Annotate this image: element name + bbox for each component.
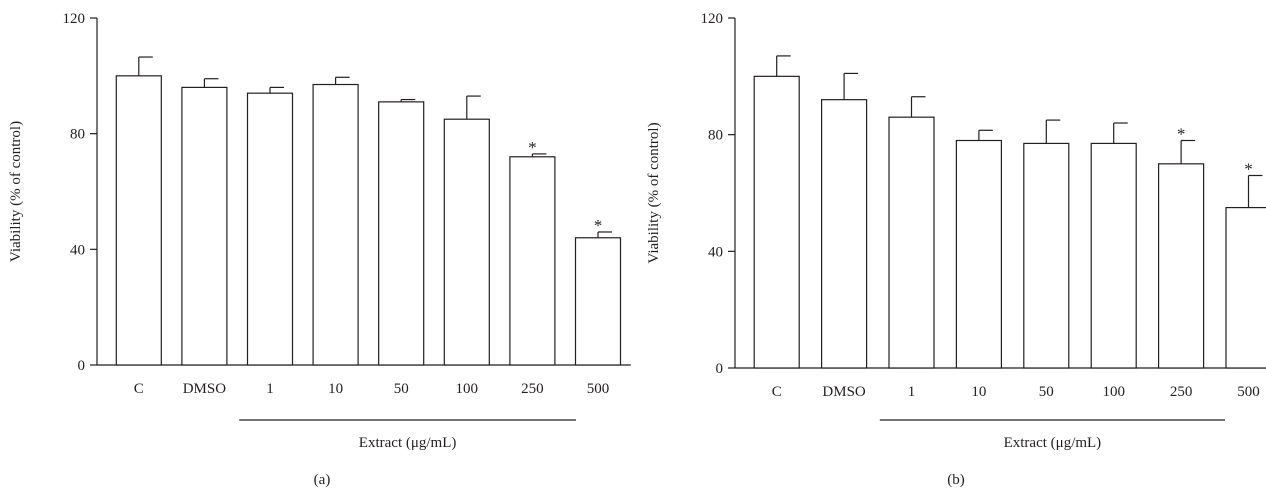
panel-label: (b) (947, 472, 965, 488)
x-tick-label: 1 (908, 384, 916, 400)
x-tick-label: 100 (1102, 384, 1125, 400)
group-label: Extract (μg/mL) (359, 435, 457, 451)
bar (955, 139, 1003, 369)
y-axis-title: Viability (% of control) (8, 121, 24, 262)
x-tick-label: 500 (1237, 384, 1260, 400)
bar (246, 92, 294, 366)
bar (820, 99, 868, 369)
y-tick-label: 120 (63, 11, 86, 27)
bar (181, 86, 228, 366)
significance-marker: * (594, 216, 603, 235)
x-tick-label: 50 (1039, 384, 1054, 400)
y-tick-label: 120 (701, 11, 724, 27)
bar (509, 156, 556, 366)
bar (888, 116, 935, 369)
x-tick-label: 10 (971, 384, 986, 400)
significance-marker: * (528, 138, 537, 157)
bar (1023, 142, 1070, 369)
bar (115, 75, 162, 366)
bar (1157, 163, 1205, 369)
significance-marker: * (1244, 160, 1253, 179)
x-tick-label: DMSO (183, 381, 227, 397)
bar (378, 101, 425, 366)
x-tick-label: C (134, 381, 144, 397)
x-tick-label: 1 (266, 381, 274, 397)
x-tick-label: C (772, 384, 782, 400)
bar (1090, 142, 1137, 369)
x-tick-label: 250 (521, 381, 544, 397)
bar (312, 83, 359, 366)
x-tick-label: 50 (394, 381, 409, 397)
y-tick-label: 40 (708, 244, 723, 260)
bar (1225, 206, 1266, 369)
x-tick-label: 10 (328, 381, 343, 397)
chart-panel: 0 40 80 120 Viability (% of control) C DMSO 1 10… (646, 11, 1266, 488)
y-tick-label: 80 (70, 127, 85, 143)
significance-marker: * (1177, 125, 1186, 144)
y-tick-label: 0 (78, 358, 86, 374)
x-tick-label: DMSO (822, 384, 866, 400)
group-label: Extract (μg/mL) (1004, 435, 1102, 451)
bar (753, 75, 800, 369)
x-tick-label: 250 (1170, 384, 1193, 400)
x-tick-label: 500 (587, 381, 610, 397)
x-tick-label: 100 (456, 381, 479, 397)
chart-panel: 0 40 80 120 Viability (% of control) C DMSO 1 10… (8, 11, 631, 488)
panel-label: (a) (314, 472, 331, 488)
y-tick-label: 40 (70, 242, 85, 258)
y-tick-label: 0 (716, 361, 724, 377)
y-axis-title: Viability (% of control) (646, 122, 662, 263)
bar (574, 237, 622, 366)
bar (443, 118, 490, 366)
y-tick-label: 80 (708, 128, 723, 144)
